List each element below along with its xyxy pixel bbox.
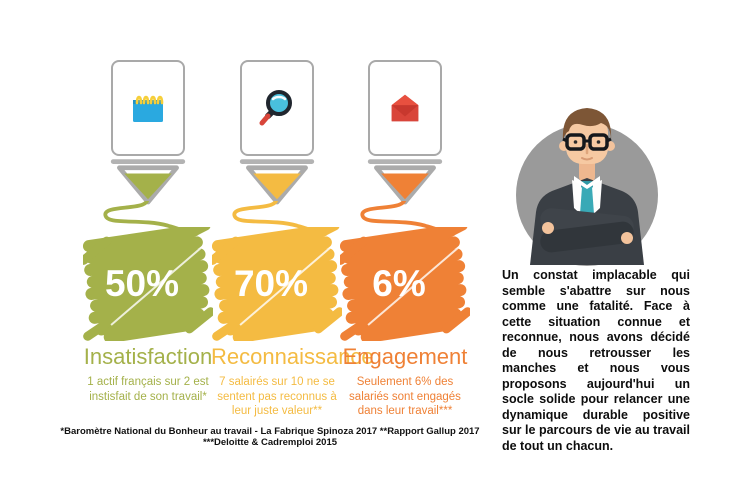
column-reconnaissance: 70% Reconnaissance 7 salairés sur 10 ne …	[211, 60, 374, 419]
stat-title: Reconnaissance	[211, 344, 374, 369]
envelope-icon	[391, 94, 419, 122]
icon-card	[240, 60, 314, 156]
funnel-orange	[367, 159, 443, 205]
scribble-blob	[212, 227, 342, 341]
funnel-green	[110, 159, 186, 205]
stat-title: Engagement	[342, 344, 468, 369]
stat-percent: 50%	[104, 263, 180, 304]
stat-percent: 70%	[233, 263, 309, 304]
scribble-blob	[83, 227, 213, 341]
stat-description: 1 actif français sur 2 est instisfait de…	[87, 376, 209, 403]
businessman-avatar	[516, 108, 658, 266]
scribble-blob	[340, 227, 470, 341]
magnifier-icon	[259, 90, 292, 126]
icon-card	[111, 60, 185, 156]
sources-footnote: *Baromètre National du Bonheur au travai…	[60, 426, 480, 448]
intro-paragraph: Un constat implacable qui semble s'abatt…	[502, 268, 690, 453]
glasses-icon	[562, 133, 612, 151]
stat-blob: 70%	[212, 227, 342, 341]
stat-title: Insatisfaction	[83, 344, 213, 369]
stat-blob: 6%	[340, 227, 470, 341]
funnel-yellow	[239, 159, 315, 205]
calendar-icon	[133, 95, 164, 122]
stat-description: 7 salairés sur 10 ne se sentent pas reco…	[217, 376, 337, 418]
column-engagement: 6% Engagement Seulement 6% des salariés …	[339, 60, 471, 419]
stat-percent: 6%	[372, 263, 426, 304]
stat-description: Seulement 6% des salariés sont engagés d…	[349, 376, 461, 418]
column-insatisfaction: 50% Insatisfaction 1 actif français sur …	[82, 60, 214, 404]
icon-card	[368, 60, 442, 156]
stat-blob: 50%	[83, 227, 213, 341]
